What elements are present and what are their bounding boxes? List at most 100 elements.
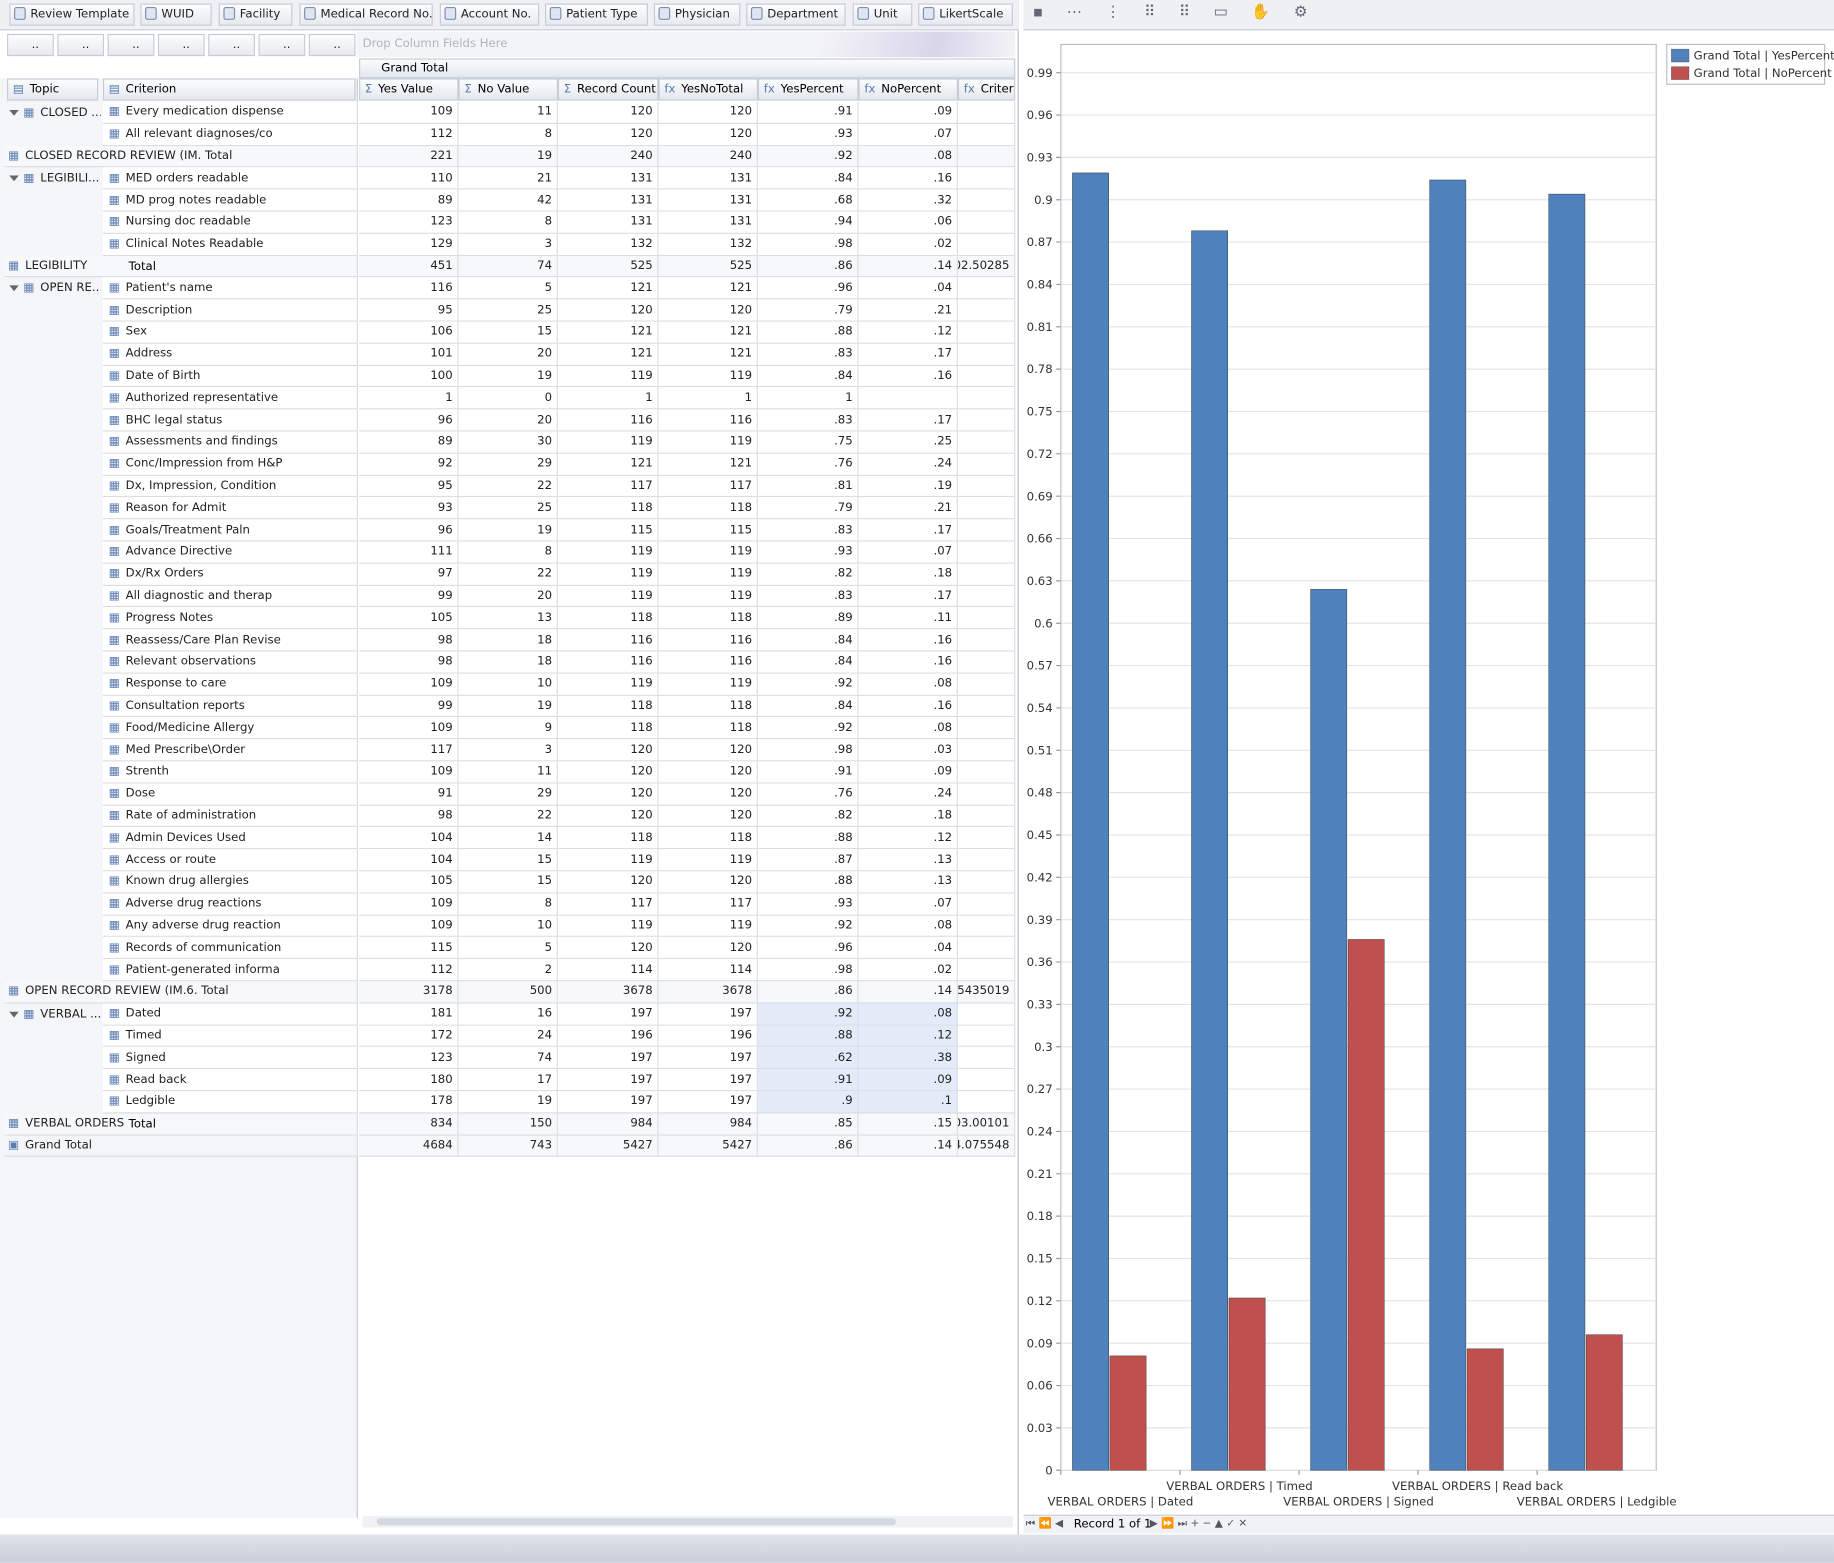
bar [1548,193,1586,1471]
group-label: ▦ OPEN RE... [23,282,101,296]
criterion-label: ▦ Consultation reports [102,695,358,718]
filter-icon [304,7,316,20]
cell: 109 [359,915,459,938]
cell: 116 [557,651,659,674]
y-tick-label: 0.48 [1027,786,1053,800]
data-field-button[interactable]: .. [308,33,356,57]
bar [1466,1348,1504,1471]
filter-field-button[interactable]: Account No. [439,3,540,26]
cell: 42 [458,189,558,212]
column-group-header[interactable]: Grand Total [359,58,1016,79]
cell [957,827,1016,850]
cell: .16 [858,629,958,652]
column-header[interactable]: Σ No Value [458,78,558,101]
icon: ▦ [108,281,120,295]
filter-field-button[interactable]: Facility [218,3,293,26]
cell: 106 [359,321,459,344]
cell: 119 [557,365,659,388]
cell: .12 [858,321,958,344]
cell: .92 [757,717,859,740]
filter-field-button[interactable]: LikertScale [918,3,1013,26]
cell: 121 [557,321,659,344]
criterion-label: ▦ Date of Birth [102,365,358,388]
data-field-button[interactable]: .. [57,33,105,57]
cell: .83 [757,409,859,432]
cell: .86 [757,981,859,1004]
cell: 74 [458,255,558,278]
expand-arrow[interactable] [9,175,19,182]
icon: fx [963,83,975,96]
icon: ▦ [8,149,20,163]
nav-buttons[interactable]: ▶ ⏩ ⏭ + − ▲ ✓ ✕ [1149,1518,1248,1530]
icon: ▦ [23,1007,35,1021]
cell: 10 [458,673,558,696]
y-tick-label: 0.27 [1027,1082,1053,1096]
cell: 118 [557,497,659,520]
data-field-button[interactable]: .. [107,33,155,57]
cell: 118 [557,827,659,850]
data-field-button[interactable]: .. [208,33,255,57]
cell: 131 [658,189,758,212]
column-header[interactable]: Σ Yes Value [359,78,459,101]
cell: 119 [658,673,758,696]
column-header[interactable]: fxCriterio [957,78,1016,101]
cell: 30 [458,431,558,454]
filter-field-button[interactable]: Review Template [9,3,135,26]
filter-icon [14,7,26,20]
cell: 3 [458,739,558,762]
cell: .93 [757,123,859,146]
column-header[interactable]: fx NoPercent [858,78,958,101]
cell: 5 [458,277,558,300]
row-field-header[interactable]: ▤ Topic [7,78,99,101]
data-field-button[interactable]: .. [7,33,54,57]
cell: 120 [557,783,659,806]
criterion-label: ▦ Dose [102,783,358,806]
filter-field-button[interactable]: Patient Type [545,3,648,26]
criterion-label: ▦ Reason for Admit [102,497,358,520]
cell: 115 [359,937,459,960]
cell [957,145,1016,168]
cell [957,365,1016,388]
expand-arrow[interactable] [9,1011,19,1018]
cell: .02 [858,233,958,256]
data-field-button[interactable]: .. [258,33,306,57]
cell: 118 [557,607,659,630]
column-header[interactable]: fx YesPercent [757,78,859,101]
cell: 150 [458,1113,558,1136]
y-tick-label: 0.66 [1027,532,1053,546]
cell: .17 [858,343,958,366]
cell: 111 [359,541,459,564]
row-field-header[interactable]: ▤ Criterion [102,78,356,101]
data-field-button[interactable]: .. [157,33,205,57]
cell: 117 [658,475,758,498]
expand-arrow[interactable] [9,285,19,292]
cell: .76 [757,783,859,806]
cell: 15 [458,871,558,894]
cell: 120 [658,871,758,894]
cell: 119 [658,431,758,454]
cell: 121 [658,453,758,476]
column-header[interactable]: Σ Record Count [557,78,659,101]
cell: .9 [757,1091,859,1114]
criterion-label: ▦ Advance Directive [102,541,358,564]
filter-field-button[interactable]: Department [746,3,846,26]
cell: 3178 [359,981,459,1004]
chart-toolbar[interactable]: ▪ ⋯ ⋮ ⠿ ⠿ ▭ ✋ ⚙ [1023,0,1834,31]
cell: .82 [757,563,859,586]
cell: .14 [858,981,958,1004]
cell [957,387,1016,410]
filter-field-button[interactable]: WUID [140,3,212,26]
filter-field-button[interactable]: Physician [653,3,741,26]
cell: 121 [658,343,758,366]
cell [957,607,1016,630]
record-navigator[interactable]: ⏮ ⏪ ◀ Record 1 of 1 ▶ ⏩ ⏭ + − ▲ ✓ ✕ [1023,1514,1834,1534]
cell: 121 [557,453,659,476]
expand-arrow[interactable] [9,109,19,116]
icon: ▦ [108,567,120,581]
column-header[interactable]: fx YesNoTotal [658,78,758,101]
y-tick-label: 0.63 [1027,574,1053,588]
nav-buttons[interactable]: ⏮ ⏪ ◀ [1025,1518,1064,1530]
h-scrollbar[interactable] [362,1515,1013,1528]
filter-field-button[interactable]: Medical Record No. [299,3,433,26]
cell: 9 [458,717,558,740]
